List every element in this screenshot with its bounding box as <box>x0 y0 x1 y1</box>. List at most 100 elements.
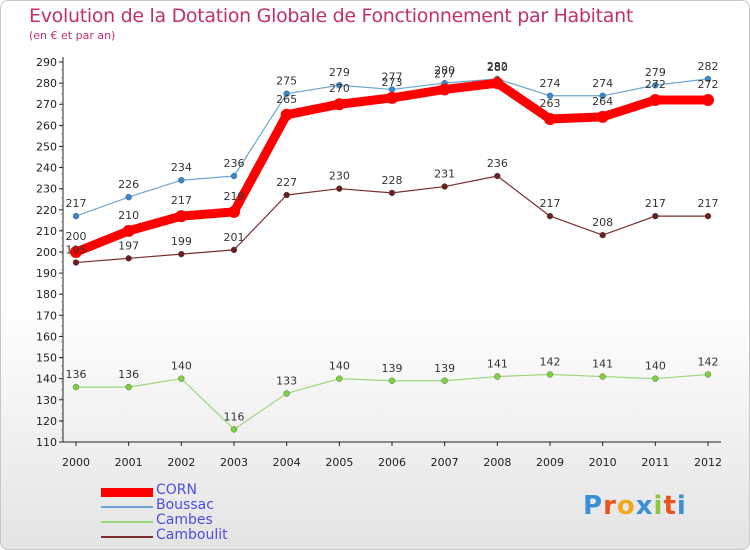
legend-label: Cambes <box>156 512 213 528</box>
data-point-corn <box>386 91 398 104</box>
data-label-boussac: 274 <box>540 77 561 90</box>
data-point-cambes <box>336 375 343 382</box>
legend-swatch <box>101 521 153 523</box>
x-tick-label: 2007 <box>431 456 459 469</box>
data-label-boussac: 217 <box>66 197 87 210</box>
data-label-cambes: 140 <box>329 360 350 373</box>
data-label-camboulit: 227 <box>276 176 297 189</box>
data-label-cambes: 139 <box>434 362 455 375</box>
data-label-corn: 264 <box>592 95 613 108</box>
data-label-corn: 263 <box>540 97 561 110</box>
data-label-corn: 200 <box>66 230 87 243</box>
data-label-camboulit: 197 <box>118 239 139 252</box>
data-label-boussac: 236 <box>224 157 245 170</box>
data-point-corn <box>544 113 556 125</box>
data-point-camboulit <box>336 185 343 192</box>
y-tick-label: 120 <box>36 415 57 428</box>
logo-letter: t <box>663 491 677 521</box>
data-label-corn: 272 <box>698 78 719 91</box>
data-point-cambes <box>283 390 290 397</box>
data-point-cambes <box>441 377 448 384</box>
x-tick-label: 2000 <box>62 456 90 469</box>
data-point-camboulit <box>546 212 554 220</box>
x-tick-label: 2008 <box>483 456 511 469</box>
data-point-corn <box>175 210 188 223</box>
data-point-corn <box>122 224 135 237</box>
x-tick-label: 2004 <box>273 456 301 469</box>
data-label-boussac: 274 <box>592 77 613 90</box>
y-tick-label: 170 <box>36 309 57 322</box>
data-point-corn <box>438 83 451 96</box>
data-label-cambes: 142 <box>540 355 561 368</box>
y-tick-label: 190 <box>36 267 57 280</box>
data-label-camboulit: 217 <box>540 197 561 210</box>
data-label-corn: 265 <box>276 93 297 106</box>
data-point-camboulit <box>652 212 659 220</box>
data-label-cambes: 141 <box>592 358 613 371</box>
logo-letter: o <box>616 491 636 521</box>
data-label-cambes: 136 <box>66 368 87 381</box>
legend-swatch <box>101 536 153 538</box>
data-point-cambes <box>178 375 185 382</box>
data-label-boussac: 282 <box>487 60 508 73</box>
data-label-boussac: 280 <box>434 64 455 77</box>
data-point-boussac <box>72 212 80 220</box>
x-tick-label: 2012 <box>694 456 722 469</box>
data-point-corn <box>491 77 504 90</box>
data-point-corn <box>280 108 293 121</box>
y-tick-label: 160 <box>36 330 57 343</box>
data-point-corn <box>333 98 346 111</box>
data-point-cambes <box>599 373 606 380</box>
x-tick-label: 2010 <box>589 456 617 469</box>
data-point-camboulit <box>494 172 501 180</box>
legend-label: CORN <box>156 482 197 498</box>
proxiti-logo: Proxiti <box>583 491 687 521</box>
data-label-corn: 270 <box>329 82 350 95</box>
data-point-boussac <box>546 92 554 99</box>
y-tick-label: 250 <box>36 140 57 153</box>
x-tick-label: 2011 <box>641 456 669 469</box>
data-label-cambes: 140 <box>645 360 666 373</box>
data-label-corn: 280 <box>487 61 508 74</box>
data-label-camboulit: 217 <box>698 197 719 210</box>
data-label-camboulit: 201 <box>224 231 245 244</box>
data-label-boussac: 279 <box>329 66 350 79</box>
logo-letter: i <box>653 491 664 521</box>
x-tick-label: 2009 <box>536 456 564 469</box>
data-label-camboulit: 195 <box>66 244 87 257</box>
data-point-cambes <box>72 383 80 391</box>
y-tick-label: 130 <box>36 394 57 407</box>
data-label-boussac: 282 <box>698 60 719 73</box>
data-label-cambes: 141 <box>487 358 508 371</box>
y-tick-label: 210 <box>36 225 57 238</box>
data-label-corn: 277 <box>434 67 455 80</box>
data-point-corn <box>596 110 609 123</box>
y-tick-label: 110 <box>36 436 57 449</box>
data-label-boussac: 279 <box>645 66 666 79</box>
data-label-cambes: 133 <box>276 374 297 387</box>
y-tick-label: 230 <box>36 183 57 196</box>
data-point-camboulit <box>230 246 238 254</box>
data-label-corn: 210 <box>118 209 139 222</box>
data-point-boussac <box>599 92 606 99</box>
data-label-boussac: 275 <box>276 75 297 88</box>
y-tick-label: 280 <box>36 77 57 90</box>
data-point-camboulit <box>178 250 185 258</box>
data-label-camboulit: 217 <box>645 197 666 210</box>
logo-letter: P <box>583 491 604 521</box>
data-label-cambes: 140 <box>171 360 192 373</box>
data-point-corn <box>228 205 240 218</box>
data-label-cambes: 142 <box>698 355 719 368</box>
data-point-camboulit <box>441 183 448 190</box>
x-tick-label: 2001 <box>115 456 143 469</box>
data-point-corn <box>70 246 82 258</box>
data-label-camboulit: 236 <box>487 157 508 170</box>
data-point-cambes <box>388 377 396 384</box>
legend-swatch <box>101 487 153 497</box>
data-label-corn: 219 <box>224 190 245 203</box>
logo-letter: i <box>676 491 687 521</box>
data-point-cambes <box>652 375 659 382</box>
y-tick-label: 220 <box>36 204 57 217</box>
